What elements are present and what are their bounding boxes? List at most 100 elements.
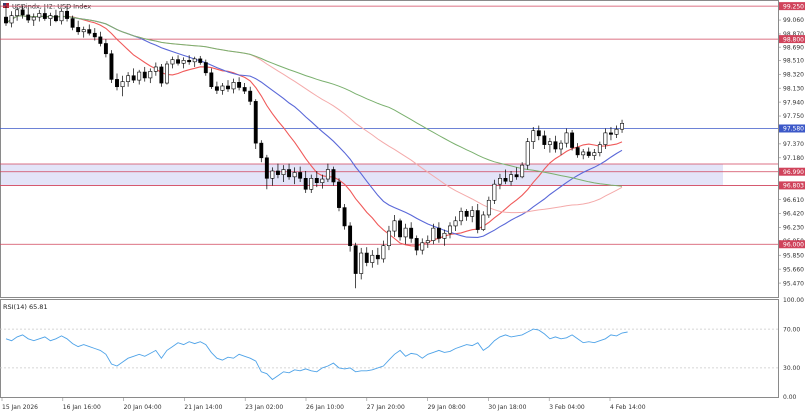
- candle-body: [342, 207, 347, 227]
- candle-body: [570, 132, 575, 148]
- candle-body: [26, 14, 31, 21]
- candle-body: [475, 210, 480, 230]
- candle-body: [281, 169, 286, 175]
- y-tick-label: 99.060: [783, 17, 804, 24]
- y-tick-label: 97.180: [783, 155, 804, 162]
- candle-body: [165, 63, 169, 84]
- candle-body: [142, 71, 147, 79]
- x-tick-label: 29 Jan 08:00: [428, 404, 466, 411]
- price-tags-layer: 99.250 98.800 97.580 96.990 96.000 96.803: [779, 2, 805, 248]
- support-zone-layer: [0, 163, 778, 186]
- rsi-line: [5, 328, 628, 381]
- candle-body: [9, 15, 14, 24]
- zone-tag: 96.803: [783, 183, 804, 190]
- level-tag: 97.580: [783, 126, 804, 133]
- candle-body: [442, 232, 447, 239]
- candle-body: [120, 81, 125, 88]
- candle-body: [337, 181, 341, 208]
- candle-body: [15, 9, 20, 16]
- candle-body: [292, 172, 297, 178]
- candle-body: [259, 142, 264, 159]
- candle-body: [209, 72, 214, 88]
- candle-body: [409, 227, 414, 239]
- candle-body: [231, 82, 236, 90]
- candle-body: [431, 227, 436, 241]
- candle-body: [581, 151, 586, 156]
- candle-body: [198, 58, 203, 63]
- x-tick-label: 3 Feb 04:00: [549, 404, 585, 411]
- candle-body: [264, 157, 269, 179]
- candle-body: [214, 86, 219, 91]
- rsi-tick-label: 30.00: [783, 365, 800, 372]
- candle-body: [614, 128, 619, 135]
- candle-body: [481, 214, 486, 230]
- candle-body: [586, 151, 591, 156]
- candle-body: [359, 252, 364, 274]
- candle-body: [531, 130, 536, 142]
- candle-body: [31, 16, 36, 21]
- y-tick-label: 97.940: [783, 99, 804, 106]
- ma-line-green: [5, 15, 623, 187]
- candle-body: [503, 178, 508, 182]
- candle-body: [253, 101, 258, 144]
- y-tick-label: 98.690: [783, 44, 804, 51]
- candle-body: [464, 210, 469, 217]
- candle-body: [59, 10, 64, 22]
- rsi-layer: RSI(14) 65.81 100.00 70.00 30.00 0.00: [0, 297, 804, 401]
- y-tick-label: 97.370: [783, 141, 804, 148]
- candle-body: [597, 144, 602, 153]
- x-tick-label: 20 Jan 04:00: [124, 404, 162, 411]
- y-tick-label: 98.870: [783, 31, 804, 38]
- rsi-panel-frame: [0, 299, 779, 398]
- y-tick-label: 96.610: [783, 197, 804, 204]
- candle-body: [453, 220, 458, 227]
- level-tag-bg: [779, 35, 805, 44]
- candle-body: [542, 135, 547, 145]
- main-plot-frame: [0, 0, 779, 298]
- candle-body: [525, 141, 530, 166]
- x-tick-label: 21 Jan 14:00: [184, 404, 222, 411]
- candle-body: [514, 174, 519, 178]
- candle-body: [137, 71, 142, 81]
- candle-body: [287, 169, 291, 178]
- candle-body: [131, 75, 136, 81]
- x-tick-label: 15 Jan 2026: [2, 404, 38, 411]
- candle-body: [98, 36, 103, 44]
- candle-body: [436, 227, 441, 239]
- candle-body: [420, 242, 425, 251]
- candle-body: [381, 245, 386, 260]
- y-tick-label: 98.130: [783, 85, 804, 92]
- candle-body: [270, 170, 275, 179]
- candle-body: [4, 16, 8, 24]
- y-tick-label: 97.750: [783, 113, 804, 120]
- candle-body: [398, 220, 402, 238]
- candle-body: [81, 29, 86, 33]
- level-tag-bg: [779, 240, 805, 249]
- level-tag: 99.250: [783, 3, 804, 10]
- candle-body: [314, 178, 319, 184]
- candle-body: [497, 178, 502, 185]
- candle-body: [181, 60, 186, 64]
- candle-body: [353, 245, 358, 274]
- level-tag-bg: [779, 167, 805, 176]
- x-tick-label: 26 Jan 10:00: [306, 404, 344, 411]
- candle-body: [386, 230, 391, 247]
- y-tick-label: 95.470: [783, 280, 804, 287]
- candle-body: [603, 132, 608, 145]
- candle-body: [237, 82, 242, 88]
- zone-tag-bg: [779, 181, 805, 190]
- y-tick-label: 96.420: [783, 211, 804, 218]
- candle-body: [298, 172, 303, 179]
- candle-body: [425, 240, 430, 244]
- candles-layer: [4, 5, 625, 289]
- candle-body: [448, 225, 452, 234]
- level-tag-bg: [779, 124, 805, 133]
- candle-body: [103, 43, 108, 55]
- candle-body: [203, 62, 208, 74]
- time-axis: 15 Jan 2026 16 Jan 16:00 20 Jan 04:00 21 Ja…: [1, 397, 646, 411]
- candle-body: [486, 199, 491, 216]
- candle-body: [70, 18, 75, 28]
- candle-body: [20, 9, 25, 16]
- candle-body: [575, 147, 580, 156]
